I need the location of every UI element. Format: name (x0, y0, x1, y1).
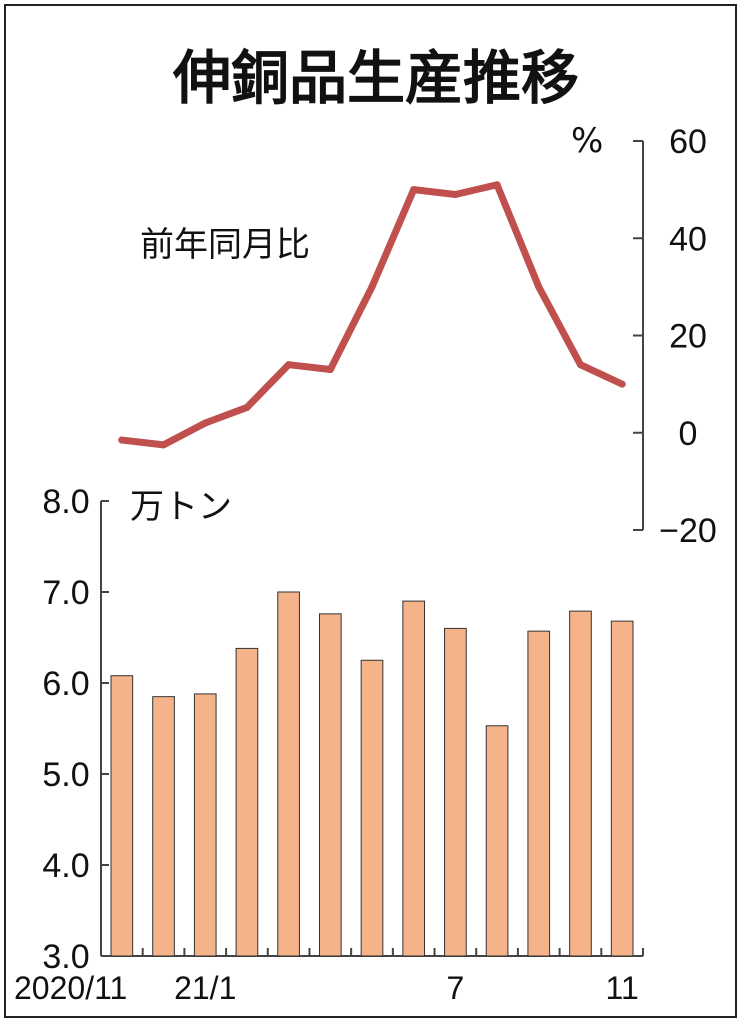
bar-unit-label: 万トン (130, 487, 232, 527)
bar (235, 647, 259, 957)
bar-y-tick-label: 4.0 (42, 847, 89, 885)
line-point (160, 441, 168, 449)
line-point (285, 361, 293, 369)
bar (193, 693, 217, 957)
line-y-tick-label: 60 (669, 123, 707, 161)
bar (110, 675, 134, 957)
line-point (368, 283, 376, 291)
line-point (451, 190, 459, 198)
line-point (576, 361, 584, 369)
line-y-tick-label: 20 (669, 318, 707, 356)
line-point (326, 366, 334, 374)
line-point (618, 380, 626, 388)
line-point (410, 186, 418, 194)
bar-y-axis: 8.0 7.0 6.0 5.0 4.0 3.0 (42, 483, 643, 976)
bar (360, 659, 384, 957)
x-tick-label: 11 (606, 970, 639, 1006)
line-series-label: 前年同月比 (140, 225, 310, 265)
bar-series (110, 591, 634, 957)
bar (610, 620, 634, 957)
x-tick-label: 7 (446, 970, 464, 1006)
line-series (118, 181, 626, 449)
bar (277, 591, 300, 957)
chart-title: 伸銅品生産推移 (172, 44, 579, 112)
x-tick-label: 21/1 (174, 970, 236, 1006)
line-y-axis: 60 40 20 0 −20 (633, 123, 717, 550)
yoy-line (118, 181, 626, 449)
bar-y-tick-label: 7.0 (42, 574, 89, 612)
bar-y-tick-label: 5.0 (42, 756, 89, 794)
line-unit-label: % (571, 121, 603, 161)
line-point (201, 419, 209, 427)
bar (527, 630, 551, 957)
line-y-tick-label: 0 (679, 415, 698, 453)
bar (152, 696, 175, 957)
x-tick-label: 2020/11 (14, 970, 127, 1006)
line-y-tick-label: −20 (659, 512, 717, 550)
chart-frame: 伸銅品生産推移 前年同月比 % 万トン 60 40 20 0 −20 8.0 7.0 6.0… (4, 4, 737, 1018)
bar (444, 627, 467, 957)
bar-y-tick-label: 3.0 (42, 938, 89, 976)
bar (569, 610, 592, 957)
bar (402, 600, 426, 957)
line-point (243, 403, 251, 411)
x-axis-ticks: 2020/11 21/1 7 11 (14, 948, 644, 1006)
line-y-tick-label: 40 (669, 220, 707, 258)
line-point (535, 283, 543, 291)
bar (318, 613, 342, 957)
line-point (118, 436, 126, 444)
line-point (493, 181, 501, 189)
bar (485, 725, 509, 957)
bar-y-tick-label: 6.0 (42, 665, 89, 703)
bar-y-tick-label: 8.0 (42, 483, 89, 521)
chart-canvas: 伸銅品生産推移 前年同月比 % 万トン 60 40 20 0 −20 8.0 7.0 6.0… (14, 44, 717, 1006)
